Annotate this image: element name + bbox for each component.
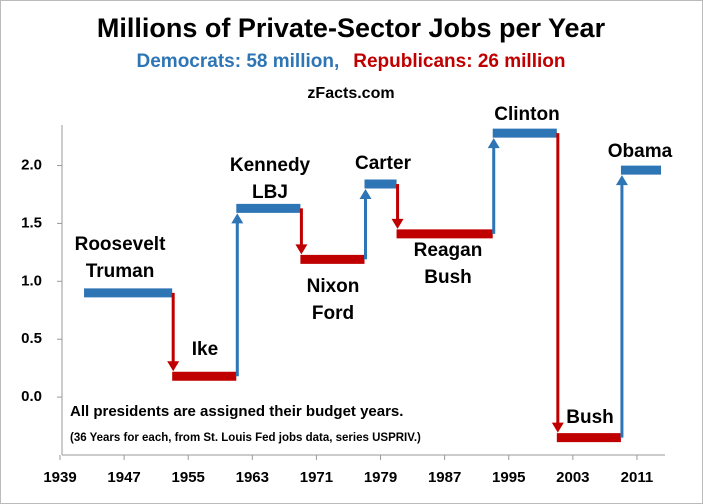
x-tick-label: 1939 [43, 469, 76, 486]
segment-label: Truman [86, 261, 155, 282]
segment-label: Carter [355, 153, 412, 174]
y-tick-label: 1.0 [21, 272, 42, 289]
x-tick-label: 1947 [107, 469, 140, 486]
segment-label: Bush [424, 267, 472, 288]
arrow-head [551, 422, 564, 433]
x-tick-label: 1971 [300, 469, 333, 486]
segment-label: Reagan [414, 240, 483, 261]
x-tick-label: 2011 [621, 469, 654, 486]
arrow-head [487, 138, 500, 149]
y-tick-label: 0.0 [21, 388, 42, 405]
arrow-head [167, 361, 180, 372]
segment-label: Bush [566, 407, 614, 428]
arrow-head [359, 189, 372, 200]
segment-label: Roosevelt [75, 234, 166, 255]
x-tick-label: 1987 [428, 469, 461, 486]
note: All presidents are assigned their budget… [70, 403, 403, 420]
segment-label: LBJ [252, 182, 288, 203]
x-tick-label: 1979 [364, 469, 397, 486]
y-tick-label: 2.0 [21, 156, 42, 173]
arrow-head [231, 213, 244, 224]
subtitle-part: Democrats: 58 million, [137, 51, 340, 72]
segment-label: Ike [192, 339, 218, 360]
subtitle-part: Republicans: 26 million [353, 51, 565, 72]
source: zFacts.com [307, 85, 394, 102]
note: (36 Years for each, from St. Louis Fed j… [70, 432, 421, 444]
segment-label: Ford [312, 303, 354, 324]
chart-title: Millions of Private-Sector Jobs per Year [97, 13, 606, 43]
segment-label: Kennedy [230, 155, 311, 176]
x-tick-label: 2003 [556, 469, 589, 486]
x-tick-label: 1955 [172, 469, 205, 486]
segment-label: Obama [608, 141, 673, 162]
x-tick-label: 1995 [492, 469, 525, 486]
segment-label: Clinton [494, 104, 559, 125]
arrow-head [615, 175, 628, 186]
arrow-head [295, 244, 308, 255]
subtitle: Democrats: 58 million, Republicans: 26 mi… [137, 51, 566, 72]
y-tick-label: 0.5 [21, 330, 42, 347]
x-tick-label: 1963 [236, 469, 269, 486]
segment-label: Nixon [307, 276, 360, 297]
y-tick-label: 1.5 [21, 214, 42, 231]
arrow-head [391, 218, 404, 229]
